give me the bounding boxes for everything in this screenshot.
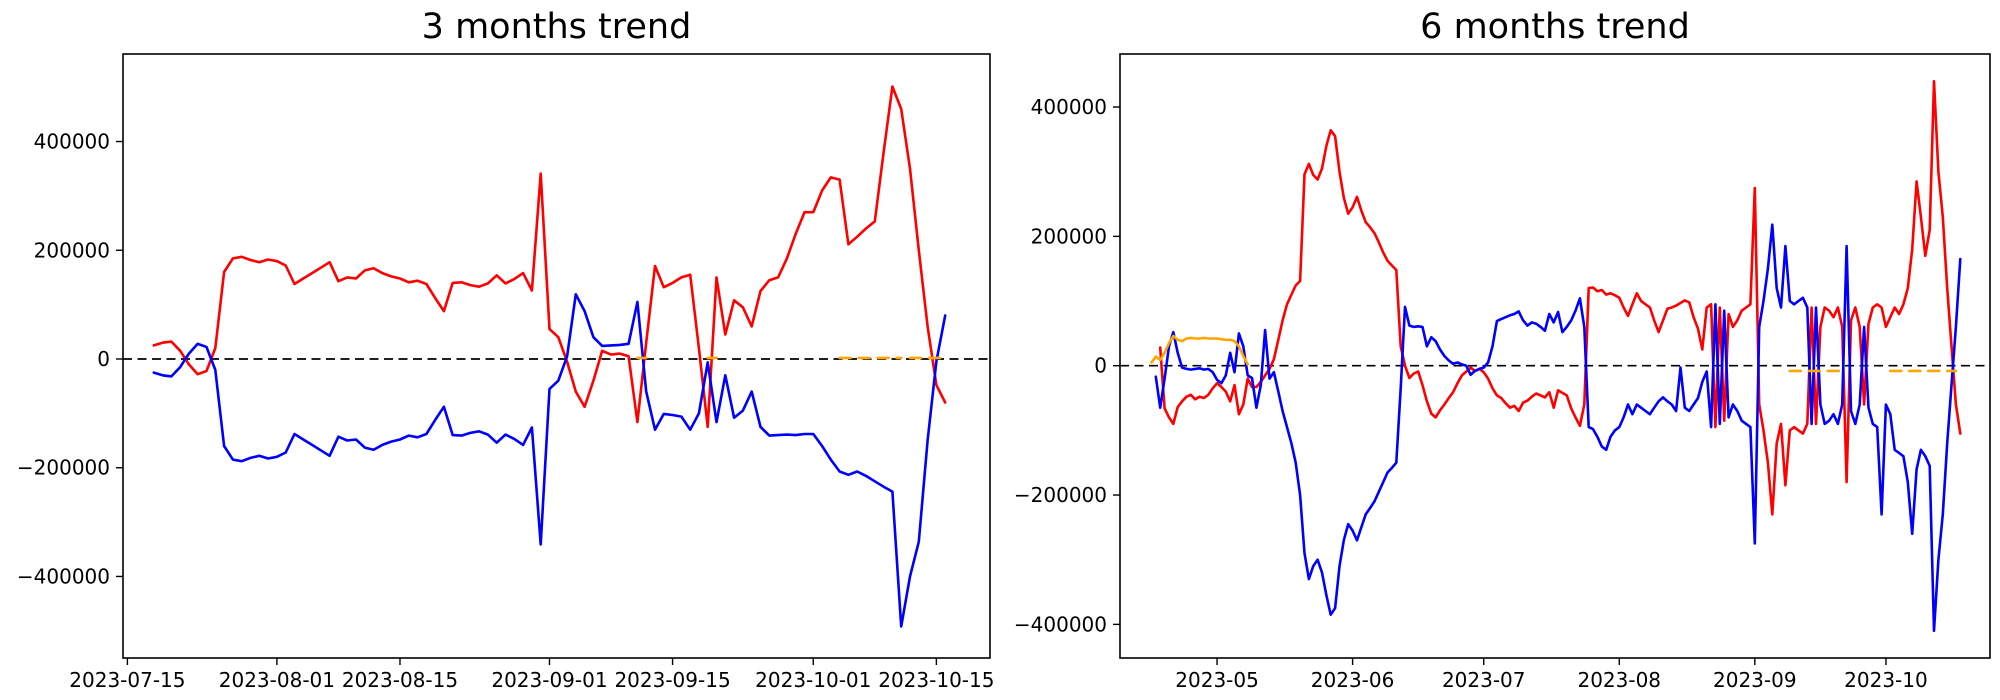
- x-tick-label: 2023-10-15: [878, 668, 994, 692]
- x-tick-label: 2023-05: [1175, 668, 1259, 692]
- x-tick-label: 2023-08-15: [342, 668, 458, 692]
- y-tick-label: 200000: [1031, 224, 1107, 248]
- x-tick-label: 2023-06: [1311, 668, 1395, 692]
- x-tick-label: 2023-08: [1577, 668, 1661, 692]
- x-tick-label: 2023-07-15: [69, 668, 185, 692]
- y-tick-label: 400000: [34, 130, 110, 154]
- negative-trend-line: [152, 293, 947, 628]
- y-tick-label: 400000: [1031, 95, 1107, 119]
- y-tick-label: −200000: [1014, 483, 1107, 507]
- negative-trend-line: [1154, 223, 1962, 633]
- x-tick-label: 2023-08-01: [219, 668, 335, 692]
- x-tick-label: 2023-09: [1713, 668, 1797, 692]
- positive-trend-line: [1158, 79, 1962, 516]
- y-tick-label: 0: [1094, 354, 1107, 378]
- neutral-trend-line: [1150, 334, 1249, 366]
- y-tick-label: −400000: [17, 564, 110, 588]
- chart-title: 6 months trend: [1420, 7, 1690, 47]
- x-tick-label: 2023-09-01: [491, 668, 607, 692]
- x-tick-label: 2023-07: [1442, 668, 1526, 692]
- positive-trend-line: [152, 85, 947, 429]
- y-tick-label: 0: [97, 347, 110, 371]
- y-tick-label: −200000: [17, 456, 110, 480]
- y-tick-label: 200000: [34, 238, 110, 262]
- x-tick-label: 2023-10: [1844, 668, 1928, 692]
- plot-border: [1119, 53, 1991, 659]
- y-tick-label: −400000: [1014, 612, 1107, 636]
- x-tick-label: 2023-09-15: [614, 668, 730, 692]
- plot-border: [122, 53, 991, 659]
- x-tick-label: 2023-10-01: [755, 668, 871, 692]
- chart-title: 3 months trend: [422, 7, 692, 47]
